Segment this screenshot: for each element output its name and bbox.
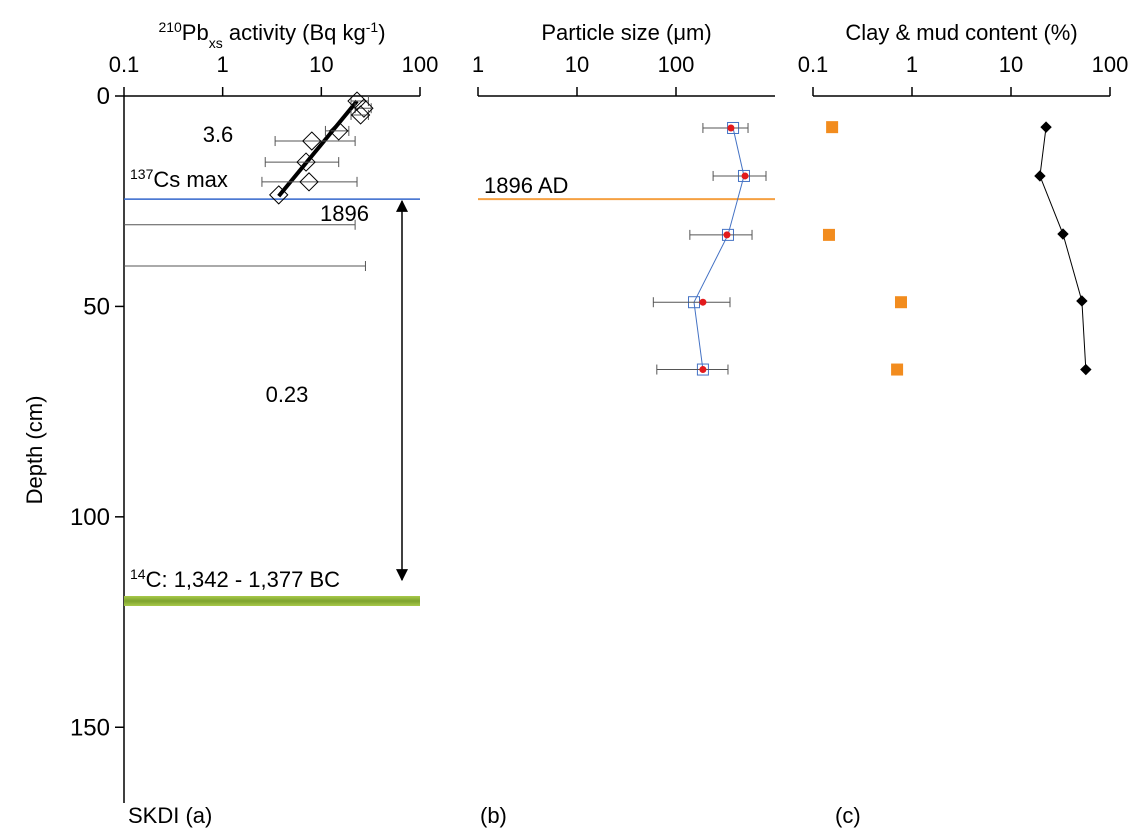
panel-label: (b) xyxy=(480,803,507,828)
point xyxy=(1076,295,1088,307)
point xyxy=(1057,228,1069,240)
point xyxy=(891,363,904,376)
x-tick-label: 100 xyxy=(402,52,439,77)
panel-label: (c) xyxy=(835,803,861,828)
point xyxy=(727,124,735,132)
fit-line xyxy=(277,99,359,198)
x-tick-label: 0.1 xyxy=(798,52,829,77)
error-bar xyxy=(689,229,753,240)
y-axis-title: Depth (cm) xyxy=(22,396,47,505)
y-tick-label: 150 xyxy=(70,714,110,741)
point xyxy=(1080,363,1092,376)
y-tick-label: 50 xyxy=(83,293,110,320)
fit-label: 3.6 xyxy=(203,122,234,147)
point xyxy=(1040,121,1052,133)
text-part: Pb xyxy=(182,20,209,45)
point xyxy=(894,296,907,309)
point xyxy=(269,185,289,205)
point xyxy=(822,228,835,241)
point xyxy=(350,105,371,125)
text-part: activity (Bq kg xyxy=(223,20,366,45)
point xyxy=(302,131,322,151)
x-tick-label: 0.1 xyxy=(109,52,140,77)
y-tick-label: 0 xyxy=(97,83,110,110)
text-part: 137 xyxy=(130,166,154,182)
error-bar xyxy=(702,122,749,133)
error-bar xyxy=(124,219,356,230)
point xyxy=(699,298,707,306)
error-bar xyxy=(274,136,356,147)
x-tick-label: 1 xyxy=(472,52,484,77)
text-part: 210 xyxy=(158,19,182,35)
text-part: Cs max xyxy=(153,167,228,192)
point xyxy=(699,366,707,374)
point xyxy=(1034,170,1046,182)
point xyxy=(329,121,349,141)
point xyxy=(723,231,731,239)
event-label: 1896 AD xyxy=(484,173,568,198)
x-tick-label: 10 xyxy=(999,52,1023,77)
text-part: Clay & mud content (%) xyxy=(845,20,1077,45)
text-part: Particle size (μm) xyxy=(541,20,711,45)
panel-label: SKDI (a) xyxy=(128,803,212,828)
point xyxy=(741,172,749,180)
series-line xyxy=(693,127,745,370)
x-axis-title: Clay & mud content (%) xyxy=(845,20,1077,45)
point xyxy=(296,152,316,172)
point xyxy=(299,172,319,192)
error-bar xyxy=(652,297,731,308)
text-part: C: 1,342 - 1,377 BC xyxy=(146,567,341,592)
x-tick-label: 10 xyxy=(309,52,333,77)
cs-max-label: 137Cs max xyxy=(130,166,228,192)
c14-label: 14C: 1,342 - 1,377 BC xyxy=(130,566,340,592)
c14-band xyxy=(124,596,420,606)
error-bar xyxy=(124,261,366,272)
x-tick-label: 100 xyxy=(658,52,695,77)
year-label: 1896 xyxy=(320,201,369,226)
text-part: 14 xyxy=(130,566,146,582)
x-tick-label: 100 xyxy=(1092,52,1129,77)
point xyxy=(354,98,374,118)
text-part: xs xyxy=(209,35,223,51)
error-bar xyxy=(712,170,767,181)
x-tick-label: 1 xyxy=(217,52,229,77)
x-tick-label: 10 xyxy=(565,52,589,77)
rate-label: 0.23 xyxy=(266,382,309,407)
error-bar xyxy=(656,364,729,375)
point xyxy=(826,121,839,134)
x-axis-title: 210Pbxs activity (Bq kg-1) xyxy=(158,19,385,51)
error-bar xyxy=(261,176,358,187)
text-part: -1 xyxy=(366,19,379,35)
x-axis-title: Particle size (μm) xyxy=(541,20,711,45)
y-tick-label: 100 xyxy=(70,504,110,531)
text-part: ) xyxy=(378,20,385,45)
error-bar xyxy=(264,157,340,168)
series-line xyxy=(1039,127,1087,370)
x-tick-label: 1 xyxy=(906,52,918,77)
